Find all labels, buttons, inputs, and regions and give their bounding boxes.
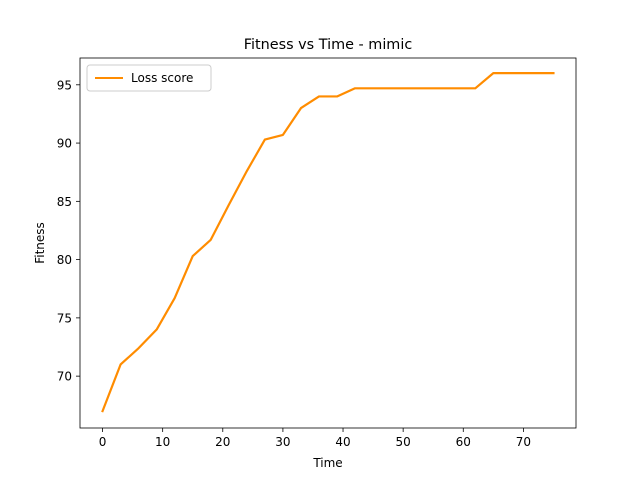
x-tick-label: 0 — [99, 435, 107, 449]
x-tick-label: 10 — [155, 435, 170, 449]
y-tick-label: 90 — [57, 137, 72, 151]
x-axis-ticks: 0 10 20 30 40 50 60 70 — [99, 428, 531, 449]
legend: Loss score — [86, 64, 212, 92]
series-line — [101, 72, 555, 413]
legend-box — [86, 64, 212, 92]
plot-frame — [79, 57, 577, 429]
x-tick-label: 50 — [396, 435, 411, 449]
x-tick-label: 60 — [456, 435, 471, 449]
y-tick-label: 75 — [57, 311, 72, 325]
y-axis-label: Fitness — [33, 222, 47, 264]
legend-label: Loss score — [131, 71, 193, 85]
y-tick-label: 85 — [57, 195, 72, 209]
x-axis-label: Time — [312, 456, 342, 470]
y-tick-label: 70 — [57, 370, 72, 384]
x-tick-label: 70 — [516, 435, 531, 449]
y-tick-label: 80 — [57, 253, 72, 267]
chart-title: Fitness vs Time - mimic — [244, 37, 413, 53]
y-axis-ticks: 70 75 80 85 90 95 — [57, 78, 80, 384]
x-tick-label: 30 — [275, 435, 290, 449]
plot-area — [80, 58, 576, 428]
y-tick-label: 95 — [57, 78, 72, 92]
x-tick-label: 20 — [215, 435, 230, 449]
x-tick-label: 40 — [335, 435, 350, 449]
series-layer — [101, 72, 555, 413]
